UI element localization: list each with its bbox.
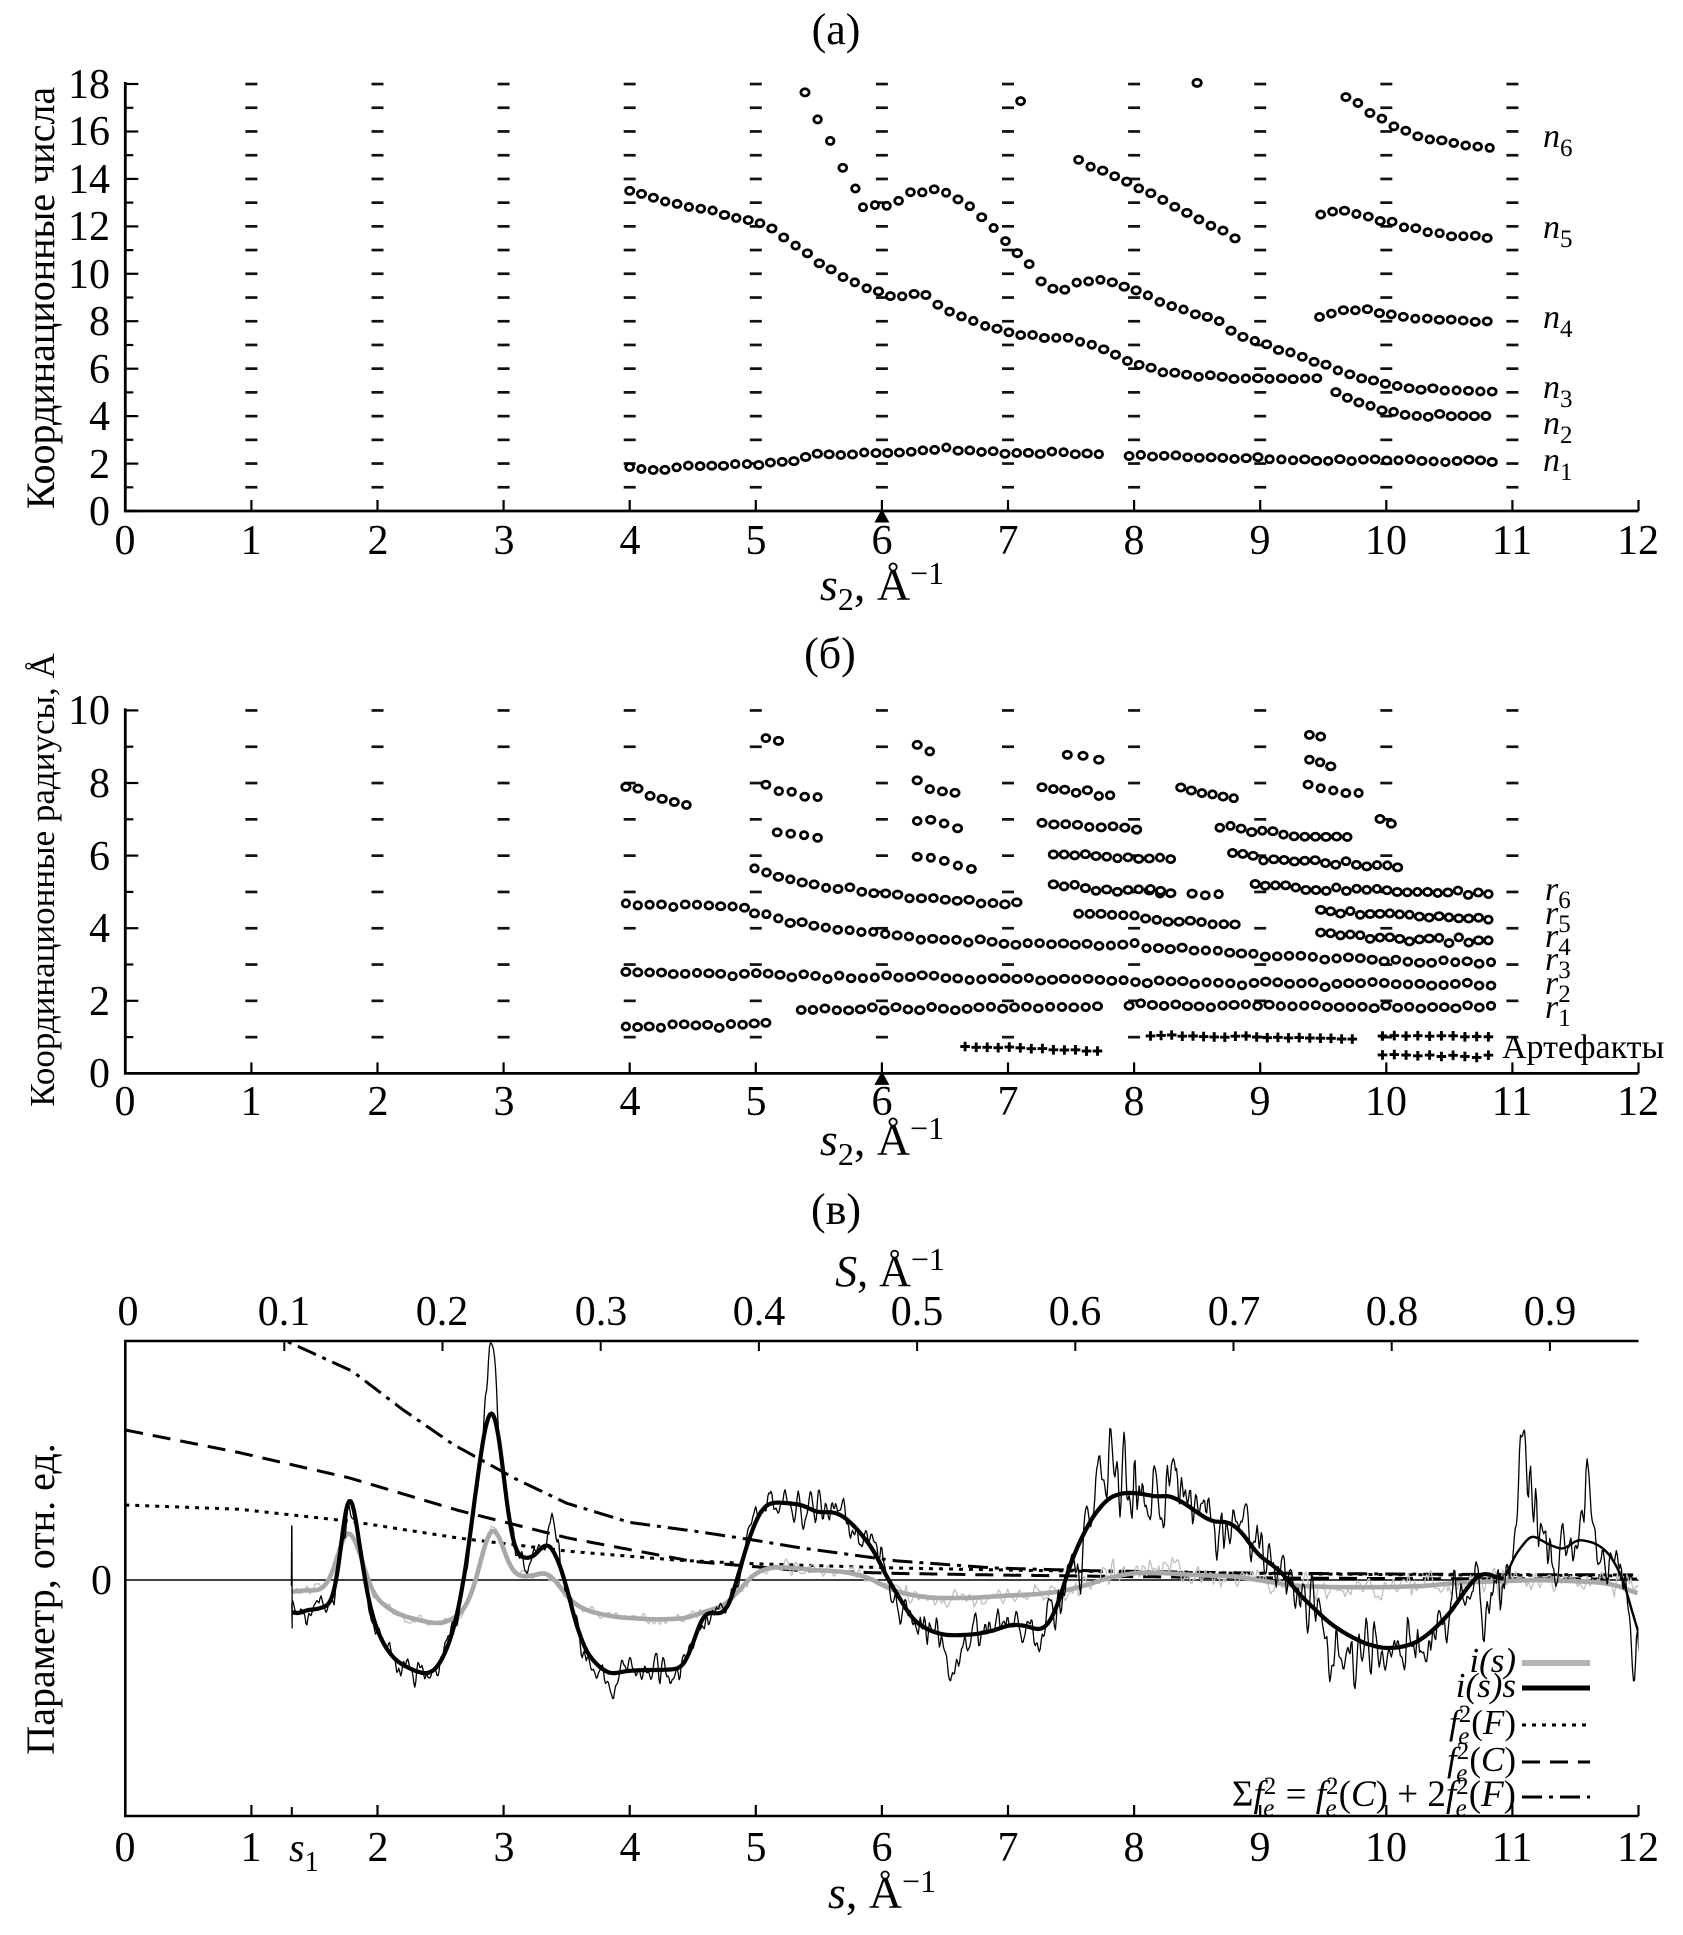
svg-text:7: 7 xyxy=(998,1825,1019,1871)
svg-text:4: 4 xyxy=(89,906,110,952)
svg-text:18: 18 xyxy=(68,62,110,108)
svg-text:10: 10 xyxy=(1365,518,1407,564)
svg-text:0.3: 0.3 xyxy=(575,1289,628,1335)
svg-text:7: 7 xyxy=(998,1079,1019,1125)
svg-text:2: 2 xyxy=(368,1079,389,1125)
svg-text:3: 3 xyxy=(494,1825,515,1871)
svg-text:16: 16 xyxy=(68,109,110,155)
svg-text:s2, Å−1: s2, Å−1 xyxy=(820,1110,944,1172)
svg-text:5: 5 xyxy=(746,1079,767,1125)
svg-text:6: 6 xyxy=(89,834,110,880)
svg-text:i(s)s: i(s)s xyxy=(1456,1666,1516,1705)
svg-text:f2e(F): f2 e(F) xyxy=(1449,1701,1516,1750)
svg-text:0: 0 xyxy=(115,1825,136,1871)
svg-text:11: 11 xyxy=(1492,1825,1532,1871)
svg-text:12: 12 xyxy=(1617,1079,1659,1125)
svg-text:0.8: 0.8 xyxy=(1366,1289,1419,1335)
svg-text:5: 5 xyxy=(746,518,767,564)
svg-text:1: 1 xyxy=(241,1079,262,1125)
svg-text:0.4: 0.4 xyxy=(733,1289,786,1335)
svg-text:12: 12 xyxy=(68,204,110,250)
svg-text:1: 1 xyxy=(241,518,262,564)
svg-text:(в): (в) xyxy=(811,1185,861,1234)
svg-text:6: 6 xyxy=(89,347,110,393)
svg-text:7: 7 xyxy=(998,518,1019,564)
svg-text:9: 9 xyxy=(1250,1825,1271,1871)
svg-text:8: 8 xyxy=(1124,518,1145,564)
svg-text:10: 10 xyxy=(1365,1079,1407,1125)
svg-text:r4: r4 xyxy=(1545,918,1571,961)
svg-text:0: 0 xyxy=(115,518,136,564)
svg-text:8: 8 xyxy=(1124,1079,1145,1125)
svg-text:0.5: 0.5 xyxy=(891,1289,944,1335)
svg-text:Координационные числа: Координационные числа xyxy=(18,87,63,510)
svg-text:10: 10 xyxy=(1365,1825,1407,1871)
svg-text:10: 10 xyxy=(68,688,110,734)
svg-text:i(s): i(s) xyxy=(1469,1641,1516,1680)
svg-text:(а): (а) xyxy=(812,5,861,54)
svg-text:4: 4 xyxy=(620,518,641,564)
svg-text:2: 2 xyxy=(89,979,110,1025)
svg-text:0.9: 0.9 xyxy=(1524,1289,1577,1335)
svg-text:10: 10 xyxy=(68,252,110,298)
svg-text:0.7: 0.7 xyxy=(1208,1289,1261,1335)
svg-text:0: 0 xyxy=(115,1079,136,1125)
svg-text:0.2: 0.2 xyxy=(416,1289,469,1335)
svg-text:0: 0 xyxy=(89,489,110,535)
svg-text:Артефакты: Артефакты xyxy=(1502,1029,1665,1066)
svg-text:0: 0 xyxy=(91,1558,112,1604)
svg-text:0: 0 xyxy=(89,1051,110,1097)
svg-text:2: 2 xyxy=(89,442,110,488)
svg-text:s2, Å−1: s2, Å−1 xyxy=(820,555,944,617)
svg-text:Координационные радиусы, Å: Координационные радиусы, Å xyxy=(23,653,62,1107)
svg-text:9: 9 xyxy=(1250,1079,1271,1125)
svg-text:3: 3 xyxy=(494,1079,515,1125)
svg-text:6: 6 xyxy=(872,1825,893,1871)
svg-text:8: 8 xyxy=(89,761,110,807)
svg-text:12: 12 xyxy=(1617,1825,1659,1871)
svg-text:2: 2 xyxy=(368,518,389,564)
svg-text:8: 8 xyxy=(1124,1825,1145,1871)
svg-text:11: 11 xyxy=(1492,518,1532,564)
svg-text:6: 6 xyxy=(872,1079,893,1125)
svg-text:9: 9 xyxy=(1250,518,1271,564)
svg-text:11: 11 xyxy=(1492,1079,1532,1125)
svg-text:4: 4 xyxy=(620,1825,641,1871)
svg-text:4: 4 xyxy=(620,1079,641,1125)
svg-text:0: 0 xyxy=(118,1289,139,1335)
svg-text:3: 3 xyxy=(494,518,515,564)
svg-text:0.1: 0.1 xyxy=(258,1289,311,1335)
svg-text:6: 6 xyxy=(872,518,893,564)
svg-text:8: 8 xyxy=(89,299,110,345)
svg-text:(б): (б) xyxy=(804,629,856,678)
svg-text:S, Å−1: S, Å−1 xyxy=(835,1241,945,1296)
svg-text:14: 14 xyxy=(68,157,110,203)
svg-text:Параметр, отн. ед.: Параметр, отн. ед. xyxy=(18,1443,63,1754)
svg-text:f2e(C): f2 e(C) xyxy=(1447,1738,1516,1787)
svg-text:12: 12 xyxy=(1617,518,1659,564)
svg-text:4: 4 xyxy=(89,394,110,440)
svg-text:1: 1 xyxy=(241,1825,262,1871)
svg-text:5: 5 xyxy=(746,1825,767,1871)
svg-text:n5: n5 xyxy=(1543,209,1573,253)
svg-text:2: 2 xyxy=(368,1825,389,1871)
svg-text:0.6: 0.6 xyxy=(1049,1289,1102,1335)
